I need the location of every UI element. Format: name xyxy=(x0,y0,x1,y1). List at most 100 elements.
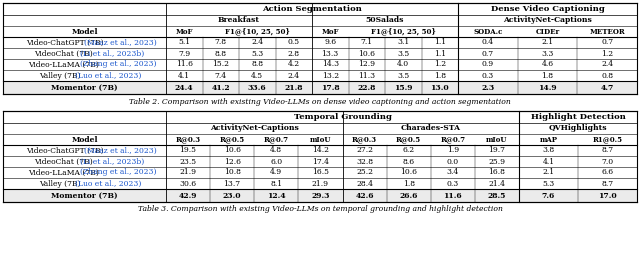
Text: 19.5: 19.5 xyxy=(180,146,196,155)
Text: 3.3: 3.3 xyxy=(541,49,554,58)
Text: Valley (7B): Valley (7B) xyxy=(39,71,83,80)
Text: ActivityNet-Captions: ActivityNet-Captions xyxy=(503,16,592,25)
Text: R@0.3: R@0.3 xyxy=(175,135,200,144)
Text: 21.4: 21.4 xyxy=(488,179,506,187)
Text: 2.3: 2.3 xyxy=(481,83,495,91)
Text: Charades-STA: Charades-STA xyxy=(401,124,461,133)
Text: 16.8: 16.8 xyxy=(488,168,506,176)
Text: 2.8: 2.8 xyxy=(288,49,300,58)
Text: 7.1: 7.1 xyxy=(361,38,373,47)
Text: Video-LLaMA (7B): Video-LLaMA (7B) xyxy=(28,60,101,69)
Text: 11.6: 11.6 xyxy=(444,191,462,199)
Text: 23.0: 23.0 xyxy=(223,191,241,199)
Text: 25.2: 25.2 xyxy=(356,168,373,176)
Text: 0.5: 0.5 xyxy=(288,38,300,47)
Text: R@0.7: R@0.7 xyxy=(264,135,289,144)
Text: 30.6: 30.6 xyxy=(179,179,196,187)
Text: 22.8: 22.8 xyxy=(358,83,376,91)
Text: 10.8: 10.8 xyxy=(224,168,241,176)
Text: 8.7: 8.7 xyxy=(602,146,614,155)
Text: Temporal Grounding: Temporal Grounding xyxy=(294,113,392,121)
Text: 9.6: 9.6 xyxy=(324,38,336,47)
Text: 21.9: 21.9 xyxy=(180,168,196,176)
Text: 3.4: 3.4 xyxy=(447,168,459,176)
Text: 33.6: 33.6 xyxy=(248,83,267,91)
Text: 2.1: 2.1 xyxy=(543,168,555,176)
Text: 1.8: 1.8 xyxy=(541,71,554,80)
Text: (Li et al., 2023b): (Li et al., 2023b) xyxy=(80,49,144,58)
Text: 13.7: 13.7 xyxy=(223,179,241,187)
Text: 5.1: 5.1 xyxy=(178,38,190,47)
Text: 11.3: 11.3 xyxy=(358,71,375,80)
Text: 10.6: 10.6 xyxy=(358,49,375,58)
Bar xyxy=(3,189,637,202)
Text: 19.7: 19.7 xyxy=(488,146,506,155)
Text: (Luo et al., 2023): (Luo et al., 2023) xyxy=(76,179,141,187)
Text: 17.0: 17.0 xyxy=(598,191,617,199)
Text: 3.1: 3.1 xyxy=(397,38,410,47)
Text: 7.6: 7.6 xyxy=(542,191,555,199)
Text: (Maaz et al., 2023): (Maaz et al., 2023) xyxy=(84,146,157,155)
Text: Model: Model xyxy=(71,135,98,144)
Text: Breakfast: Breakfast xyxy=(218,16,260,25)
Text: mIoU: mIoU xyxy=(486,135,508,144)
Text: 17.4: 17.4 xyxy=(312,157,329,165)
Text: 4.7: 4.7 xyxy=(600,83,614,91)
Text: 26.6: 26.6 xyxy=(399,191,418,199)
Text: Highlight Detection: Highlight Detection xyxy=(531,113,625,121)
Text: 14.2: 14.2 xyxy=(312,146,329,155)
Text: F1@{10, 25, 50}: F1@{10, 25, 50} xyxy=(225,27,290,36)
Text: 6.0: 6.0 xyxy=(270,157,282,165)
Text: 2.4: 2.4 xyxy=(601,60,613,69)
Text: 0.7: 0.7 xyxy=(601,38,613,47)
Text: 1.2: 1.2 xyxy=(434,60,446,69)
Text: 12.4: 12.4 xyxy=(267,191,285,199)
Text: (Zhang et al., 2023): (Zhang et al., 2023) xyxy=(80,168,156,176)
Text: Momentor (7B): Momentor (7B) xyxy=(51,191,118,199)
Text: R@0.5: R@0.5 xyxy=(396,135,421,144)
Text: 1.8: 1.8 xyxy=(403,179,415,187)
Text: 28.4: 28.4 xyxy=(356,179,373,187)
Text: Table 2. Comparison with existing Video-LLMs on dense video captioning and actio: Table 2. Comparison with existing Video-… xyxy=(129,98,511,106)
Text: 4.5: 4.5 xyxy=(251,71,263,80)
Text: 16.5: 16.5 xyxy=(312,168,329,176)
Text: 0.3: 0.3 xyxy=(482,71,494,80)
Text: 23.5: 23.5 xyxy=(179,157,196,165)
Text: (Zhang et al., 2023): (Zhang et al., 2023) xyxy=(80,60,156,69)
Text: 12.6: 12.6 xyxy=(224,157,241,165)
Text: VideoChat (7B): VideoChat (7B) xyxy=(34,49,95,58)
Text: CIDEr: CIDEr xyxy=(536,27,559,36)
Text: R@0.5: R@0.5 xyxy=(220,135,244,144)
Text: Valley (7B): Valley (7B) xyxy=(39,179,83,187)
Text: Video-ChatGPT (7B): Video-ChatGPT (7B) xyxy=(26,146,106,155)
Text: 14.9: 14.9 xyxy=(538,83,557,91)
Text: 3.8: 3.8 xyxy=(542,146,555,155)
Bar xyxy=(3,81,637,94)
Text: 1.2: 1.2 xyxy=(601,49,613,58)
Text: VideoChat (7B): VideoChat (7B) xyxy=(34,157,95,165)
Text: 0.0: 0.0 xyxy=(447,157,459,165)
Text: 8.8: 8.8 xyxy=(214,49,227,58)
Text: MoF: MoF xyxy=(175,27,193,36)
Text: 10.6: 10.6 xyxy=(224,146,241,155)
Text: 21.8: 21.8 xyxy=(285,83,303,91)
Text: 7.4: 7.4 xyxy=(214,71,227,80)
Text: 1.9: 1.9 xyxy=(447,146,459,155)
Text: 24.4: 24.4 xyxy=(175,83,193,91)
Text: 0.3: 0.3 xyxy=(447,179,459,187)
Text: (Li et al., 2023b): (Li et al., 2023b) xyxy=(80,157,144,165)
Text: mIoU: mIoU xyxy=(310,135,331,144)
Text: Momentor (7B): Momentor (7B) xyxy=(51,83,118,91)
Text: R@0.3: R@0.3 xyxy=(352,135,377,144)
Text: Table 3. Comparison with existing Video-LLMs on temporal grounding and highlight: Table 3. Comparison with existing Video-… xyxy=(138,205,502,213)
Text: 15.2: 15.2 xyxy=(212,60,229,69)
Text: 1.1: 1.1 xyxy=(434,49,446,58)
Text: 15.9: 15.9 xyxy=(394,83,413,91)
Text: Model: Model xyxy=(71,27,98,36)
Text: 8.6: 8.6 xyxy=(403,157,415,165)
Text: 27.2: 27.2 xyxy=(356,146,373,155)
Text: Dense Video Captioning: Dense Video Captioning xyxy=(491,5,604,13)
Text: 25.9: 25.9 xyxy=(488,157,506,165)
Text: 1.8: 1.8 xyxy=(434,71,446,80)
Text: 21.9: 21.9 xyxy=(312,179,329,187)
